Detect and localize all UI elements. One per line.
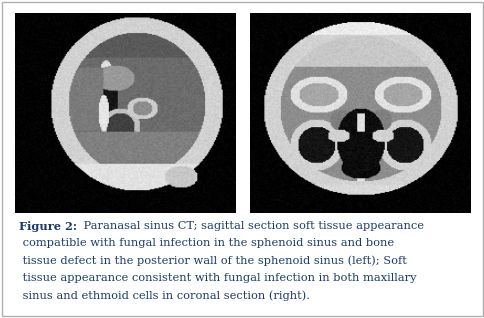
Text: tissue appearance consistent with fungal infection in both maxillary: tissue appearance consistent with fungal… (19, 273, 416, 283)
Text: sinus and ethmoid cells in coronal section (right).: sinus and ethmoid cells in coronal secti… (19, 291, 310, 301)
Text: Paranasal sinus CT; sagittal section soft tissue appearance: Paranasal sinus CT; sagittal section sof… (79, 221, 423, 231)
Text: Figure 2:: Figure 2: (19, 221, 77, 232)
Text: compatible with fungal infection in the sphenoid sinus and bone: compatible with fungal infection in the … (19, 238, 393, 248)
Text: tissue defect in the posterior wall of the sphenoid sinus (left); Soft: tissue defect in the posterior wall of t… (19, 256, 407, 266)
